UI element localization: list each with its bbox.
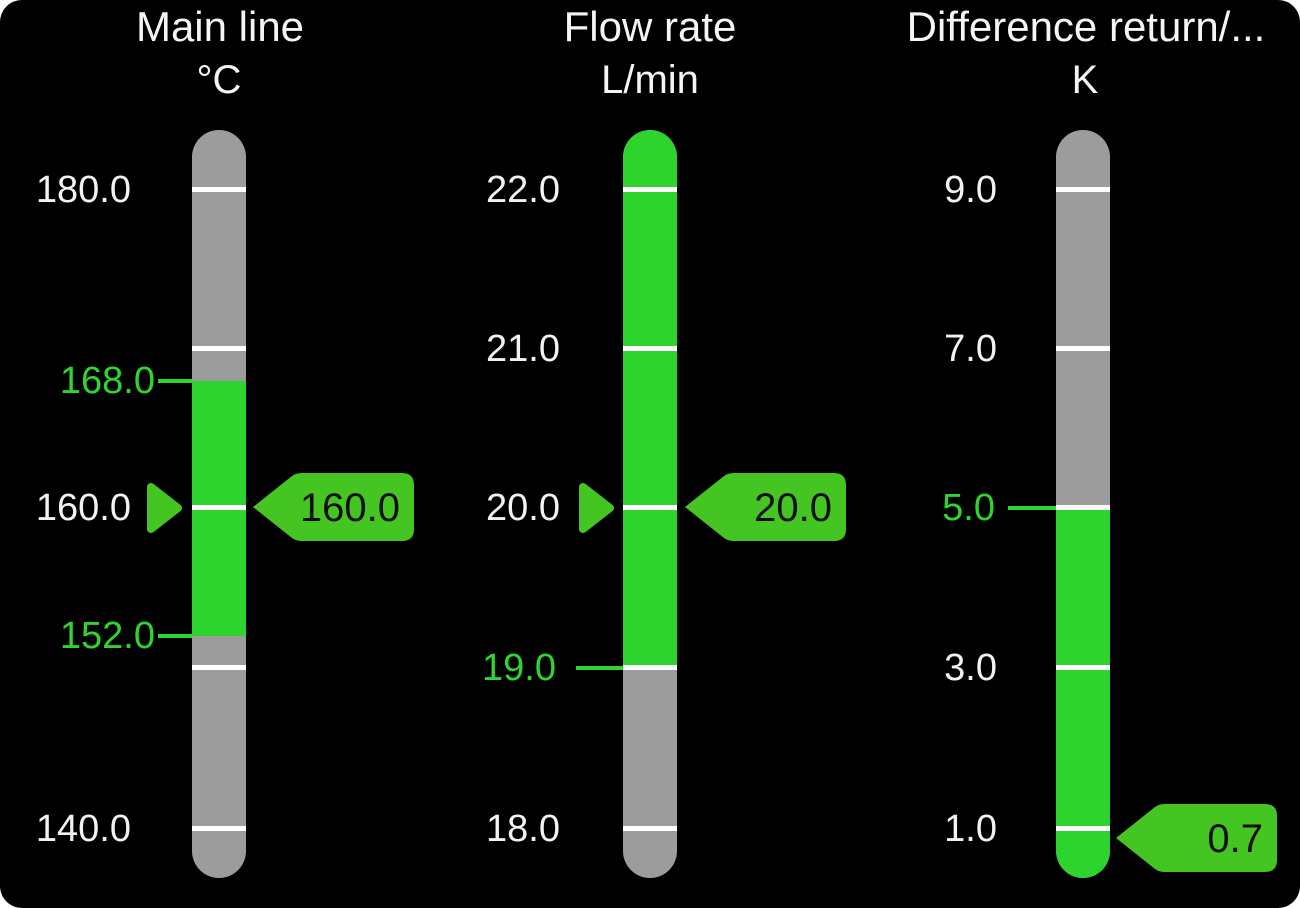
limit-high-label: 168.0 <box>59 360 155 402</box>
scale-tick <box>192 826 246 831</box>
limit-low-line <box>576 666 623 670</box>
value-badge-text: 20.0 <box>754 486 832 530</box>
limit-high-label: 5.0 <box>942 487 995 529</box>
scale-tick <box>1056 346 1110 351</box>
value-pointer-icon <box>579 483 614 533</box>
value-pointer-icon <box>147 483 182 533</box>
limit-high-line <box>158 379 192 383</box>
tick-label: 21.0 <box>486 328 560 370</box>
tick-label: 9.0 <box>944 169 997 211</box>
gauge-unit: L/min <box>601 58 699 102</box>
scale-tick <box>623 346 677 351</box>
scale-tick <box>623 505 677 510</box>
gauge-unit: K <box>1071 58 1099 102</box>
tick-label: 22.0 <box>486 169 560 211</box>
ok-range-band <box>1056 508 1110 878</box>
tick-label: 160.0 <box>35 487 131 529</box>
scale-tick <box>623 826 677 831</box>
gauge-unit: °C <box>196 58 242 102</box>
scale-tick <box>192 187 246 192</box>
gauge-bar <box>1056 130 1110 878</box>
limit-low-label: 19.0 <box>482 647 556 689</box>
ok-range-band <box>623 130 677 668</box>
limit-low-line <box>158 634 192 638</box>
tick-label: 140.0 <box>35 808 131 850</box>
gauge-bar <box>623 130 677 878</box>
scale-tick <box>192 665 246 670</box>
scale-tick <box>1056 187 1110 192</box>
gauge-title: Difference return/... <box>906 3 1266 50</box>
value-badge: 20.0 <box>685 473 846 541</box>
scale-tick <box>1056 826 1110 831</box>
tick-label: 7.0 <box>944 328 997 370</box>
value-badge: 0.7 <box>1116 804 1277 872</box>
gauge-bar <box>192 130 246 878</box>
scale-tick <box>1056 505 1110 510</box>
gauge-title: Main line <box>135 3 305 50</box>
scale-tick <box>623 187 677 192</box>
tick-label: 18.0 <box>486 808 560 850</box>
value-badge-text: 0.7 <box>1207 817 1263 861</box>
scale-tick <box>1056 665 1110 670</box>
tick-label: 3.0 <box>944 647 997 689</box>
tick-label: 180.0 <box>35 169 131 211</box>
scale-tick <box>623 665 677 670</box>
tick-label: 20.0 <box>486 487 560 529</box>
value-badge-text: 160.0 <box>300 486 400 530</box>
tick-label: 1.0 <box>944 808 997 850</box>
scale-tick <box>192 505 246 510</box>
value-badge: 160.0 <box>253 473 414 541</box>
scale-tick <box>192 346 246 351</box>
gauge-title: Flow rate <box>563 3 737 50</box>
limit-high-line <box>1008 506 1056 510</box>
limit-low-label: 152.0 <box>59 615 155 657</box>
